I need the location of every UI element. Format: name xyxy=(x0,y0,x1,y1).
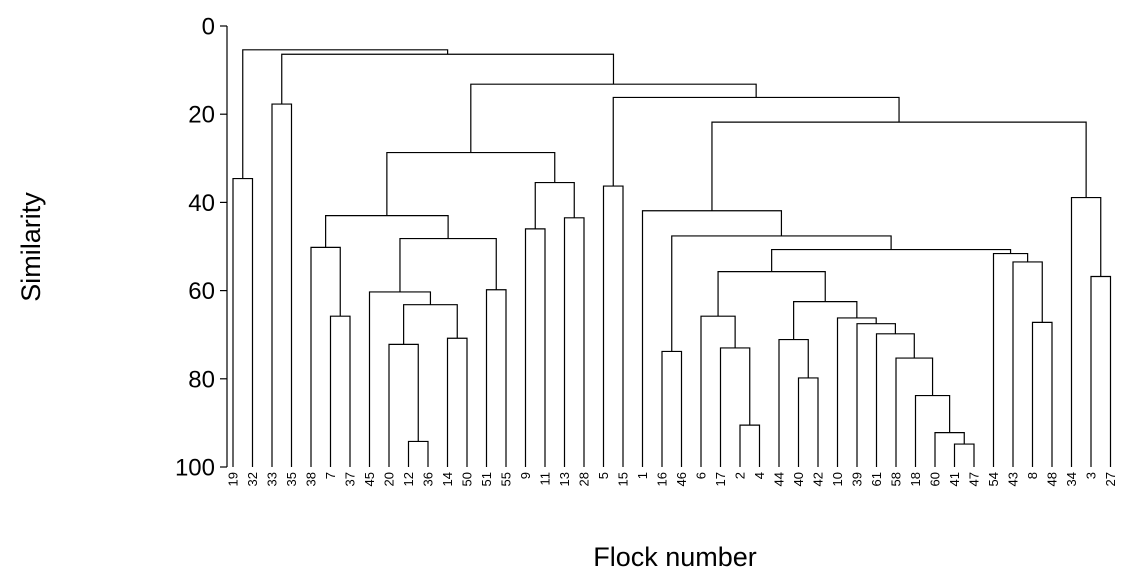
leaf-label-18: 18 xyxy=(908,472,923,486)
dendrogram-link-29 xyxy=(399,237,497,292)
leaf-label-45: 45 xyxy=(362,472,377,486)
dendrogram-link-40 xyxy=(711,121,1087,211)
y-axis: 0 20 40 60 80 100 xyxy=(175,14,228,482)
leaf-label-51: 51 xyxy=(479,472,494,486)
dendrogram-link-44 xyxy=(281,53,615,105)
leaf-label-6: 6 xyxy=(694,472,709,479)
leaf-label-16: 16 xyxy=(655,472,670,486)
dendrogram-link-13 xyxy=(875,333,915,467)
leaf-label-33: 33 xyxy=(265,472,280,486)
dendrogram-link-33 xyxy=(325,215,449,248)
leaf-label-55: 55 xyxy=(499,472,514,486)
leaf-label-12: 12 xyxy=(401,472,416,486)
leaf-label-38: 38 xyxy=(304,472,319,486)
leaf-label-19: 19 xyxy=(226,472,241,486)
dendrogram-link-45 xyxy=(242,49,449,179)
leaf-label-5: 5 xyxy=(596,472,611,479)
y-tick-label-0: 0 xyxy=(202,14,215,41)
dendrogram-link-6 xyxy=(895,357,934,467)
dendrogram-link-15 xyxy=(1031,321,1053,467)
dendrogram-link-17 xyxy=(700,315,736,467)
x-axis-title: Flock number xyxy=(593,542,757,572)
dendrogram-link-34 xyxy=(641,210,783,467)
leaf-label-34: 34 xyxy=(1064,472,1079,486)
leaf-label-15: 15 xyxy=(616,472,631,486)
leaf-label-27: 27 xyxy=(1103,472,1118,486)
dendrogram-link-23 xyxy=(1090,275,1112,467)
dendrogram-link-26 xyxy=(992,252,1029,467)
leaf-label-44: 44 xyxy=(772,472,787,486)
dendrogram-link-38 xyxy=(232,177,254,467)
dendrogram-link-18 xyxy=(329,315,351,467)
dendrogram-link-7 xyxy=(797,377,819,467)
leaf-label-4: 4 xyxy=(752,472,767,479)
leaf-label-46: 46 xyxy=(674,472,689,486)
leaf-label-60: 60 xyxy=(928,472,943,486)
leaf-label-28: 28 xyxy=(577,472,592,486)
dendrogram-links xyxy=(232,49,1112,467)
leaf-label-50: 50 xyxy=(460,472,475,486)
y-tick-label-100: 100 xyxy=(175,455,215,482)
y-tick-label-60: 60 xyxy=(188,278,215,305)
dendrogram-link-4 xyxy=(934,432,965,467)
y-tick-label-20: 20 xyxy=(188,102,215,129)
dendrogram-link-37 xyxy=(534,181,575,229)
y-axis-title: Similarity xyxy=(16,192,46,302)
leaf-label-40: 40 xyxy=(791,472,806,486)
dendrogram-link-20 xyxy=(793,301,858,340)
leaf-label-61: 61 xyxy=(869,472,884,486)
leaf-labels: 19 32 33 35 38 7 37 45 20 12 36 14 50 51 55 9 11 13 28 5 15 1… xyxy=(226,472,1119,486)
dendrogram-link-35 xyxy=(1070,196,1102,467)
dendrogram-link-31 xyxy=(524,228,546,467)
dendrogram-link-1 xyxy=(407,440,429,467)
leaf-label-20: 20 xyxy=(382,472,397,486)
dendrogram-link-42 xyxy=(271,103,293,467)
dendrogram-link-39 xyxy=(386,151,556,216)
leaf-label-48: 48 xyxy=(1045,472,1060,486)
leaf-label-7: 7 xyxy=(323,472,338,479)
leaf-label-43: 43 xyxy=(1006,472,1021,486)
leaf-label-8: 8 xyxy=(1025,472,1040,479)
leaf-label-1: 1 xyxy=(635,472,650,479)
dendrogram-link-10 xyxy=(388,343,419,467)
dendrogram-link-9 xyxy=(719,347,751,467)
leaf-label-13: 13 xyxy=(557,472,572,486)
dendrogram-link-28 xyxy=(310,246,341,467)
dendrogram-link-3 xyxy=(739,424,761,467)
dendrogram-link-24 xyxy=(717,271,826,317)
leaf-label-47: 47 xyxy=(967,472,982,486)
dendrogram-link-32 xyxy=(563,217,585,467)
dendrogram-link-21 xyxy=(368,291,432,467)
leaf-label-32: 32 xyxy=(245,472,260,486)
dendrogram-link-25 xyxy=(1012,261,1043,467)
leaf-label-37: 37 xyxy=(343,472,358,486)
leaf-label-3: 3 xyxy=(1084,472,1099,479)
y-tick-label-40: 40 xyxy=(188,190,215,217)
y-tick-label-80: 80 xyxy=(188,366,215,393)
dendrogram-link-36 xyxy=(602,185,624,467)
leaf-label-2: 2 xyxy=(733,472,748,479)
leaf-label-35: 35 xyxy=(284,472,299,486)
leaf-label-36: 36 xyxy=(421,472,436,486)
dendrogram-link-27 xyxy=(771,248,1012,272)
leaf-label-14: 14 xyxy=(440,472,455,486)
dendrogram-link-12 xyxy=(446,337,468,467)
dendrogram-link-2 xyxy=(953,443,975,467)
leaf-label-11: 11 xyxy=(538,472,553,486)
leaf-label-10: 10 xyxy=(830,472,845,486)
leaf-label-54: 54 xyxy=(986,472,1001,486)
dendrogram-link-41 xyxy=(612,96,900,187)
dendrogram-link-8 xyxy=(661,350,683,467)
dendrogram-link-5 xyxy=(914,394,951,467)
leaf-label-41: 41 xyxy=(947,472,962,486)
dendrogram-link-11 xyxy=(778,338,809,467)
dendrogram-link-22 xyxy=(485,289,507,467)
dendrogram-link-30 xyxy=(671,235,892,352)
leaf-label-17: 17 xyxy=(713,472,728,486)
leaf-label-9: 9 xyxy=(518,472,533,479)
leaf-label-39: 39 xyxy=(850,472,865,486)
leaf-label-42: 42 xyxy=(811,472,826,486)
leaf-label-58: 58 xyxy=(889,472,904,486)
